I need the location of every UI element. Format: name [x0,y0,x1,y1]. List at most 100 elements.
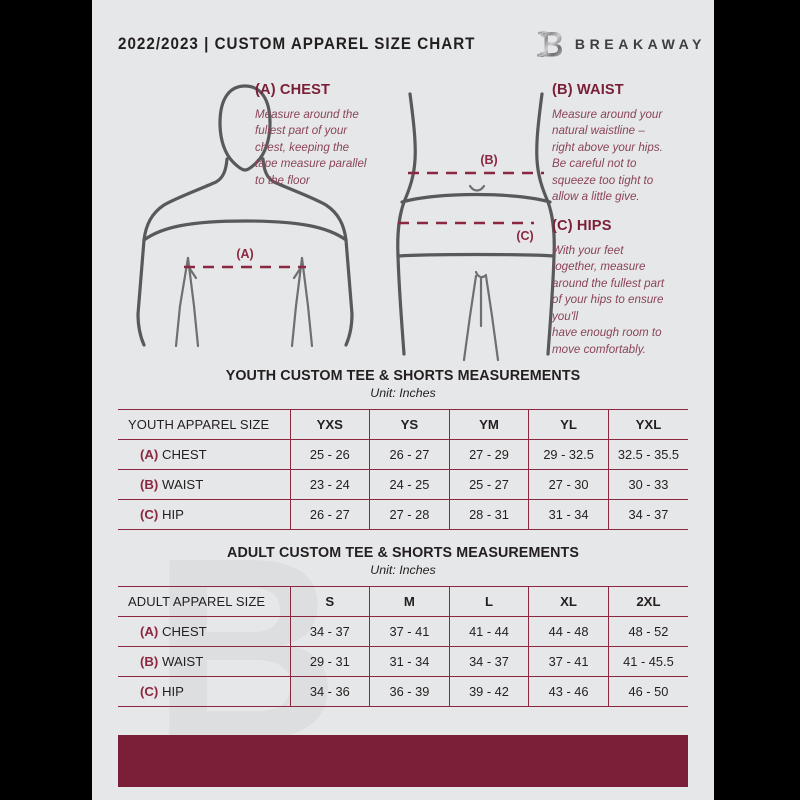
youth-waist-yxl: 30 - 33 [607,469,688,500]
adult-table-unit: Unit: Inches [370,563,436,577]
row-name: CHEST [161,447,207,462]
footer-bar [118,735,688,787]
youth-header-label: YOUTH APPAREL SIZE [118,409,291,440]
row-tag: (A) [140,447,159,462]
row-name: WAIST [161,477,204,492]
brand-name: BREAKAWAY [574,36,706,52]
page-header: 2022/2023 | CUSTOM APPAREL SIZE CHART [92,27,714,61]
adult-hip-xl: 43 - 46 [528,676,609,707]
youth-col-0: YXS [289,409,371,440]
adult-chest-xl: 44 - 48 [528,616,609,647]
size-chart-page: B 2022/2023 | CUSTOM APPAREL SIZE CHART [92,0,714,800]
adult-waist-xl: 37 - 41 [528,646,609,677]
adult-waist-m: 31 - 34 [369,646,450,677]
adult-col-2: L [448,586,530,617]
adult-size-table: ADULT APPAREL SIZE S M L XL 2XL (A) CHES… [118,586,688,707]
adult-waist-2xl: 41 - 45.5 [607,646,688,677]
measurement-heading-hips: (C) HIPS [552,218,612,234]
youth-chest-ys: 26 - 27 [369,439,450,470]
youth-hip-ys: 27 - 28 [369,499,450,530]
youth-chest-yxl: 32.5 - 35.5 [607,439,688,470]
adult-hip-2xl: 46 - 50 [607,676,688,707]
youth-table-unit: Unit: Inches [370,386,436,400]
youth-chest-yl: 29 - 32.5 [528,439,609,470]
youth-chest-ym: 27 - 29 [448,439,530,470]
youth-waist-ym: 25 - 27 [448,469,530,500]
adult-col-3: XL [528,586,609,617]
body-diagrams: (A) (B) [92,74,714,362]
table-row: (A) CHEST 25 - 26 26 - 27 27 - 29 29 - 3… [118,439,688,470]
measurement-body-chest: Measure around the fullest part of your … [255,108,367,187]
youth-col-3: YL [528,409,609,440]
row-tag: (B) [140,477,159,492]
measurement-heading-waist: (B) WAIST [552,82,624,98]
table-row: (A) CHEST 34 - 37 37 - 41 41 - 44 44 - 4… [118,616,688,647]
adult-row-label-chest: (A) CHEST [118,616,291,647]
adult-col-4: 2XL [607,586,688,617]
adult-hip-l: 39 - 42 [448,676,530,707]
adult-row-label-hip: (C) HIP [118,676,291,707]
table-header-row: YOUTH APPAREL SIZE YXS YS YM YL YXL [118,409,688,440]
youth-size-section: YOUTH CUSTOM TEE & SHORTS MEASUREMENTS U… [118,368,688,530]
youth-hip-ym: 28 - 31 [448,499,530,530]
measurement-block-hips: (C) HIPS With your feet together, measur… [552,218,700,358]
measurement-block-chest: (A) CHEST Measure around the fullest par… [255,82,403,189]
brand-lockup: BREAKAWAY [536,29,712,59]
measurement-block-waist: (B) WAIST Measure around your natural wa… [552,82,692,206]
youth-row-label-waist: (B) WAIST [118,469,291,500]
row-name: CHEST [161,624,207,639]
row-tag: (C) [140,684,159,699]
adult-hip-m: 36 - 39 [369,676,450,707]
row-name: HIP [161,507,184,522]
youth-col-2: YM [448,409,530,440]
adult-chest-l: 41 - 44 [448,616,530,647]
table-header-row: ADULT APPAREL SIZE S M L XL 2XL [118,586,688,617]
hips-diagram: (B) (C) [396,92,556,362]
youth-table-caption: YOUTH CUSTOM TEE & SHORTS MEASUREMENTS [225,368,581,384]
row-tag: (B) [140,654,159,669]
measurement-heading-chest: (A) CHEST [255,82,331,98]
row-name: HIP [161,684,184,699]
adult-col-0: S [289,586,371,617]
chest-measure-label: (A) [236,247,253,261]
youth-size-table: YOUTH APPAREL SIZE YXS YS YM YL YXL (A) … [118,409,688,530]
adult-col-1: M [369,586,450,617]
table-row: (B) WAIST 29 - 31 31 - 34 34 - 37 37 - 4… [118,646,688,677]
adult-row-label-waist: (B) WAIST [118,646,291,677]
breakaway-b-logo-icon [536,31,562,57]
table-row: (C) HIP 26 - 27 27 - 28 28 - 31 31 - 34 … [118,499,688,530]
youth-col-1: YS [369,409,450,440]
youth-waist-yxs: 23 - 24 [289,469,371,500]
adult-hip-s: 34 - 36 [289,676,371,707]
row-tag: (A) [140,624,159,639]
adult-header-label: ADULT APPAREL SIZE [118,586,291,617]
row-name: WAIST [161,654,204,669]
table-row: (C) HIP 34 - 36 36 - 39 39 - 42 43 - 46 … [118,676,688,707]
youth-waist-ys: 24 - 25 [369,469,450,500]
waist-measure-label: (B) [480,153,497,167]
adult-chest-s: 34 - 37 [289,616,371,647]
adult-waist-s: 29 - 31 [289,646,371,677]
hip-measure-label: (C) [516,229,533,243]
youth-hip-yxl: 34 - 37 [607,499,688,530]
row-tag: (C) [140,507,159,522]
measurement-body-hips: With your feet together, measure around … [552,244,665,356]
adult-chest-m: 37 - 41 [369,616,450,647]
torso-diagram: (A) [136,84,354,348]
youth-hip-yl: 31 - 34 [528,499,609,530]
youth-chest-yxs: 25 - 26 [289,439,371,470]
youth-col-4: YXL [607,409,688,440]
youth-row-label-hip: (C) HIP [118,499,291,530]
adult-table-caption: ADULT CUSTOM TEE & SHORTS MEASUREMENTS [227,545,579,561]
youth-row-label-chest: (A) CHEST [118,439,291,470]
adult-size-section: ADULT CUSTOM TEE & SHORTS MEASUREMENTS U… [118,545,688,707]
youth-hip-yxs: 26 - 27 [289,499,371,530]
youth-waist-yl: 27 - 30 [528,469,609,500]
measurement-body-waist: Measure around your natural waistline – … [552,108,663,204]
page-title: 2022/2023 | CUSTOM APPAREL SIZE CHART [118,34,476,53]
table-row: (B) WAIST 23 - 24 24 - 25 25 - 27 27 - 3… [118,469,688,500]
navel-mark-icon [468,184,486,192]
adult-chest-2xl: 48 - 52 [607,616,688,647]
adult-waist-l: 34 - 37 [448,646,530,677]
